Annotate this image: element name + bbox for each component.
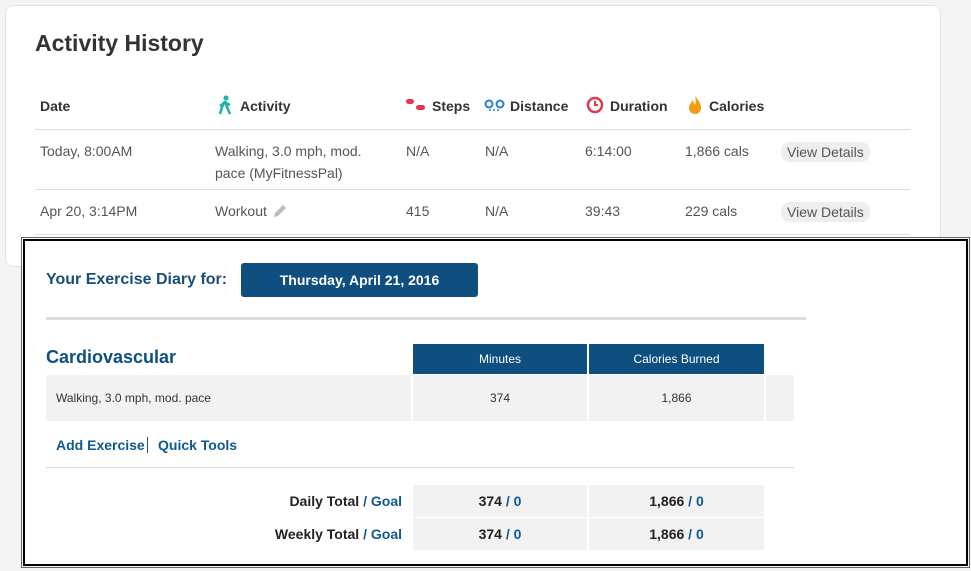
divider: [35, 189, 910, 190]
goal-value: 0: [695, 526, 704, 542]
header: Distance: [510, 98, 569, 114]
separator: /: [688, 526, 693, 542]
section-title: Cardiovascular: [46, 347, 177, 367]
total-value: 374: [478, 493, 502, 509]
calories-icon: [689, 96, 701, 114]
header: Date: [40, 98, 71, 114]
add-exercise-link[interactable]: Add Exercise: [56, 437, 145, 453]
separator: /: [363, 493, 367, 509]
calories: 1,866: [661, 391, 692, 405]
separator: /: [505, 493, 510, 509]
distance-icon: [484, 99, 505, 111]
cell: Today, 8:00AM: [40, 143, 133, 159]
total-name: Weekly Total: [274, 526, 360, 542]
total-cell: 1,866 / 0: [589, 485, 764, 517]
total-cell: 1,866 / 0: [589, 518, 764, 550]
cell: Walking, 3.0 mph, mod. pace (MyFitnessPa…: [215, 143, 362, 181]
divider: [35, 129, 910, 130]
quick-tools-link[interactable]: Quick Tools: [158, 437, 238, 453]
view-details-button[interactable]: View Details: [781, 142, 870, 162]
cell: 415: [406, 203, 430, 219]
goal-value: 0: [695, 493, 704, 509]
total-cell: 374 / 0: [413, 518, 587, 550]
goal-value: 0: [513, 493, 522, 509]
title: Activity History: [35, 30, 204, 56]
header: Duration: [610, 98, 668, 114]
total-label: Weekly Total / Goal: [275, 518, 402, 550]
cell: 6:14:00: [585, 143, 632, 159]
total-value: 1,866: [649, 493, 685, 509]
total-name: Daily Total: [289, 493, 360, 509]
separator: /: [688, 493, 693, 509]
cell-divider: [764, 375, 766, 421]
edit-icon[interactable]: [272, 203, 288, 219]
goal-link[interactable]: Goal: [370, 526, 402, 542]
header: Calories: [709, 98, 765, 114]
total-value: 1,866: [649, 526, 685, 542]
date-button[interactable]: Thursday, April 21, 2016: [241, 263, 478, 297]
cell: Apr 20, 3:14PM: [40, 203, 138, 219]
cell: N/A: [406, 143, 430, 159]
divider: [46, 317, 806, 320]
column-header: Calories Burned: [589, 344, 764, 374]
cell: 1,866 cals: [685, 143, 749, 159]
link-separator: [147, 437, 148, 453]
total-cell: 374 / 0: [413, 485, 587, 517]
activity-card: [5, 5, 941, 267]
total-label: Daily Total / Goal: [289, 485, 402, 517]
goal-link[interactable]: Goal: [370, 493, 402, 509]
divider: [35, 234, 910, 235]
cell: Workout: [215, 203, 267, 219]
cell: N/A: [485, 143, 509, 159]
header: Activity: [240, 98, 291, 114]
header: Steps: [432, 98, 471, 114]
minutes: 374: [489, 391, 511, 405]
separator: /: [363, 526, 367, 542]
cell: N/A: [485, 203, 509, 219]
total-value: 374: [478, 526, 502, 542]
entry-row: [46, 375, 794, 421]
divider: [46, 467, 794, 468]
duration-icon: [586, 96, 604, 114]
separator: /: [505, 526, 510, 542]
cell: 39:43: [585, 203, 621, 219]
diary-label: Your Exercise Diary for:: [46, 271, 228, 288]
walk-icon: [218, 95, 232, 115]
exercise-name[interactable]: Walking, 3.0 mph, mod. pace: [56, 391, 211, 405]
cell-divider: [587, 375, 589, 421]
cell: 229 cals: [685, 203, 738, 219]
cell-divider: [411, 375, 413, 421]
steps-icon: [406, 99, 425, 110]
goal-value: 0: [513, 526, 522, 542]
column-header: Minutes: [413, 344, 587, 374]
view-details-button[interactable]: View Details: [781, 202, 870, 222]
